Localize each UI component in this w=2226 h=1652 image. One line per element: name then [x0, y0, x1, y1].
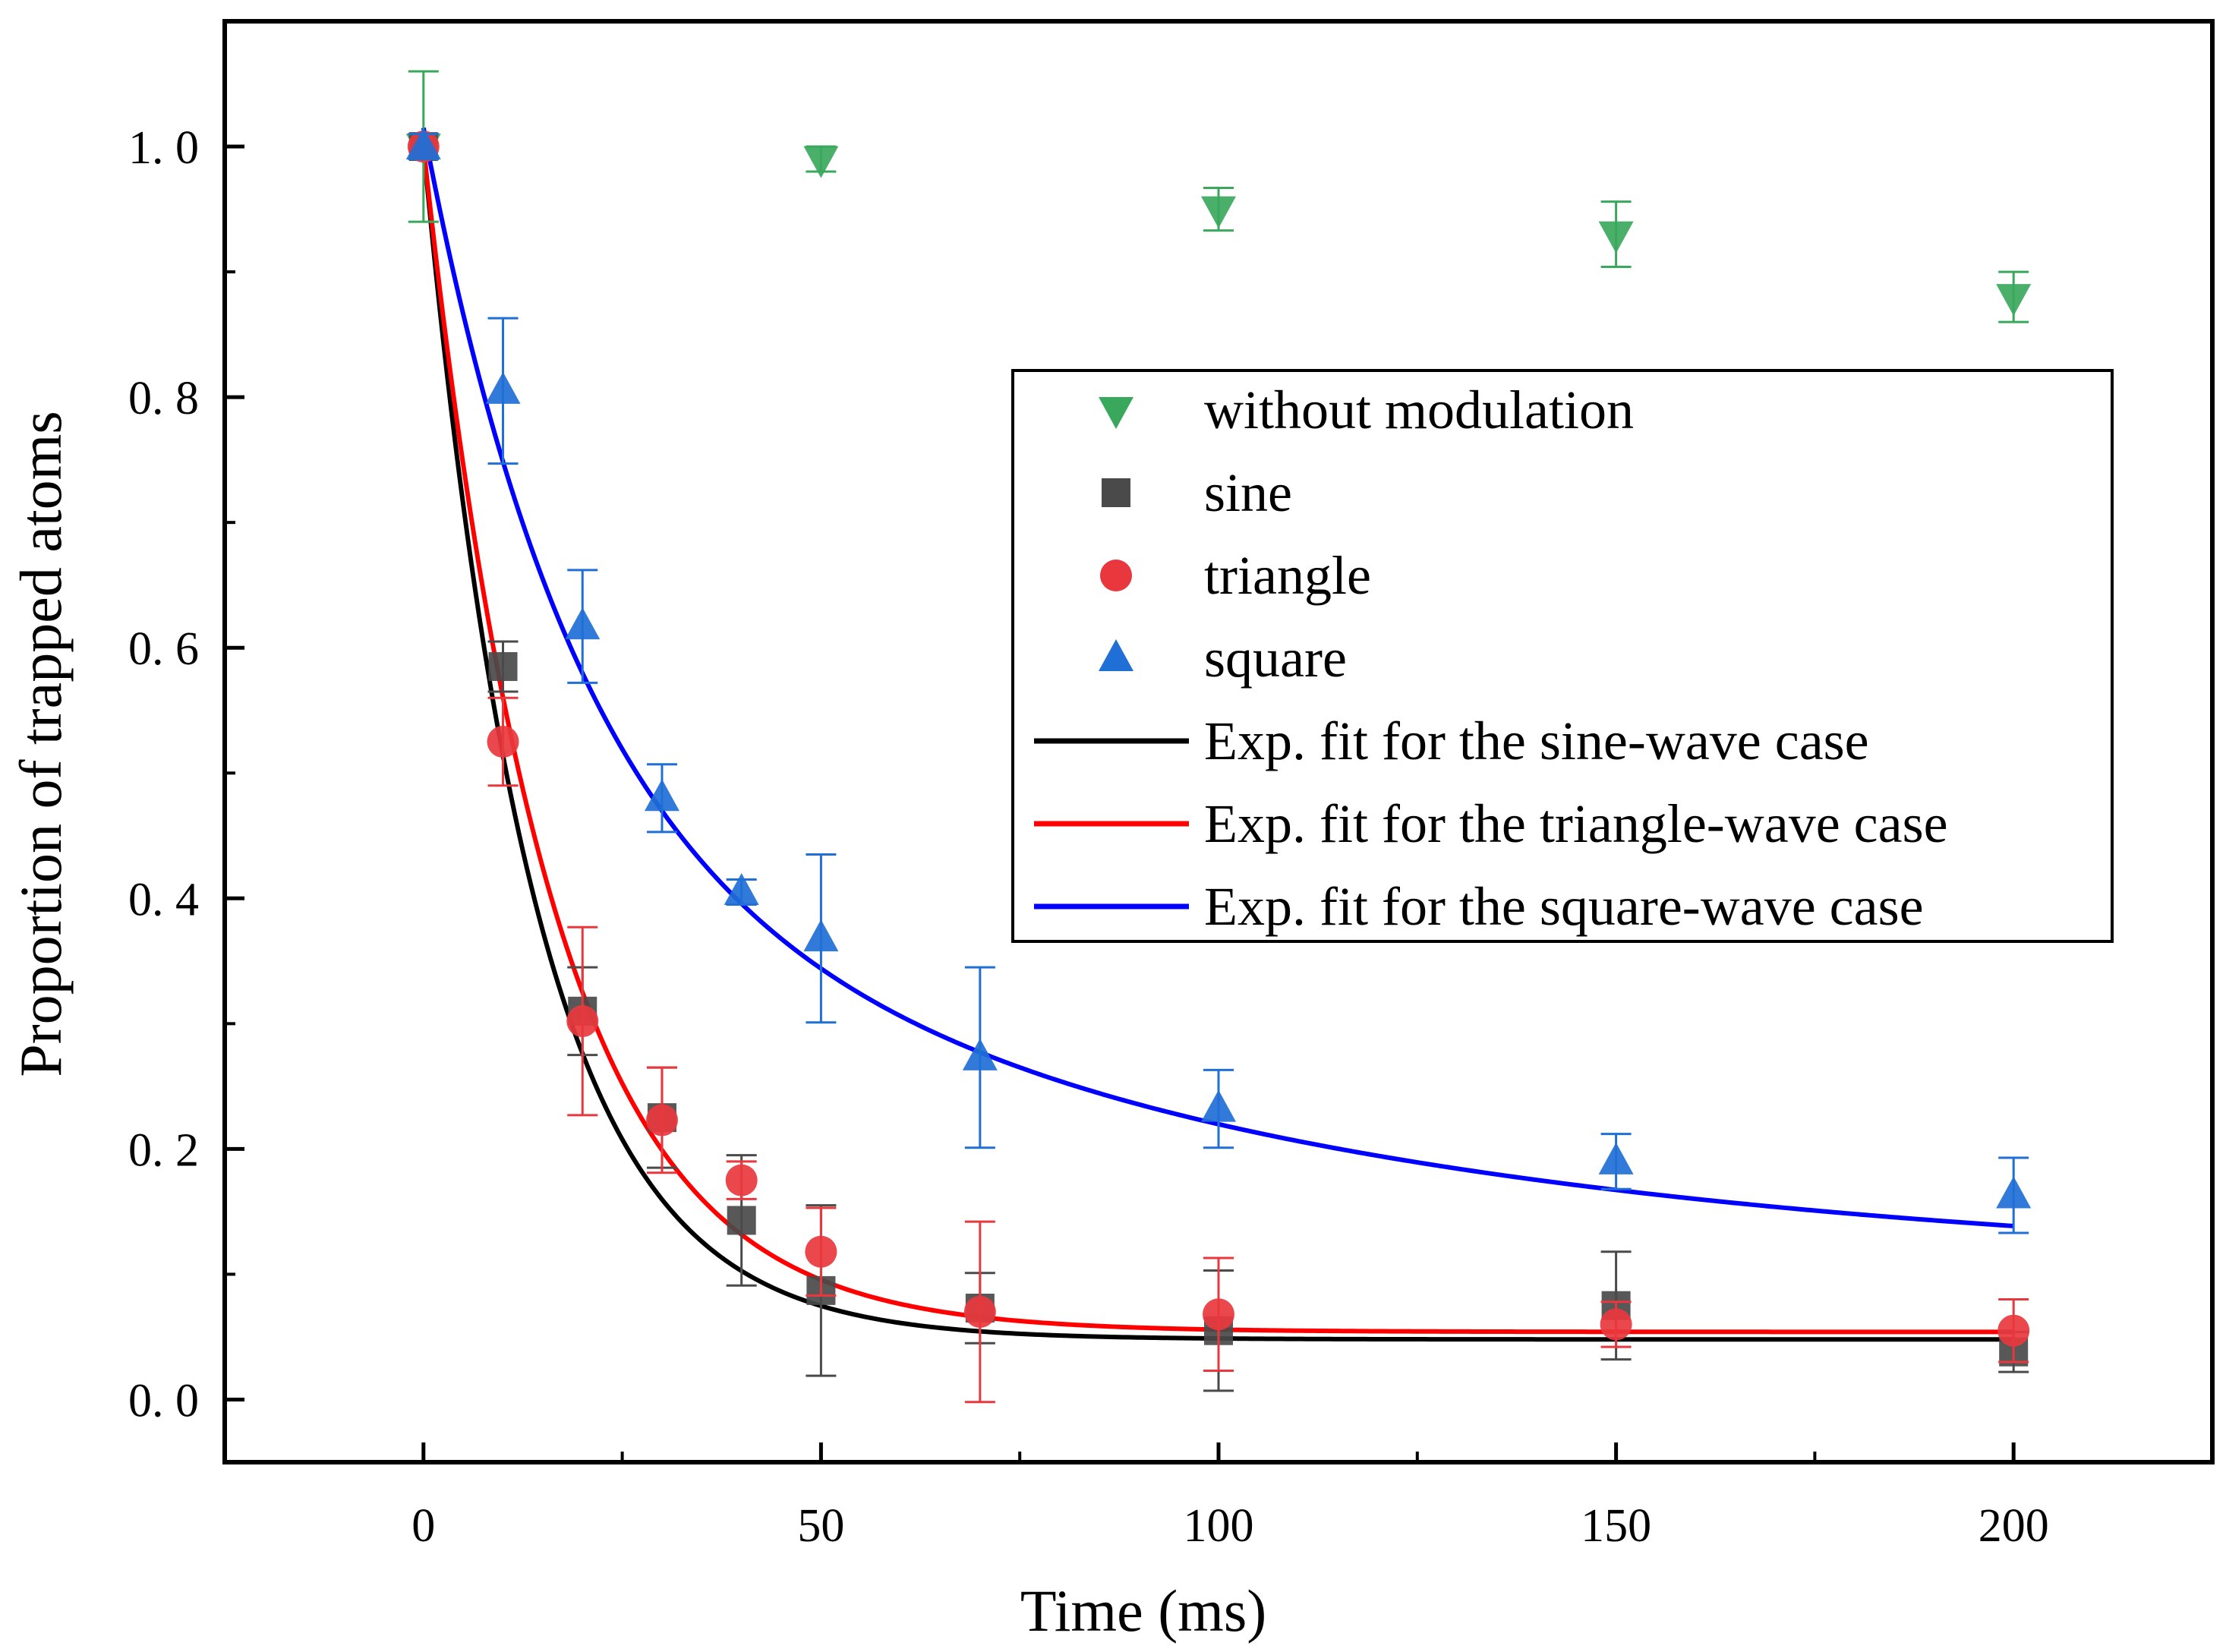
data-point	[727, 1206, 756, 1235]
data-point	[645, 1104, 678, 1137]
data-point	[1598, 1142, 1634, 1174]
data-point	[565, 607, 601, 640]
data-point	[1997, 1314, 2030, 1347]
legend-label: triangle	[1204, 545, 1371, 606]
data-points	[405, 70, 2032, 1404]
data-point	[487, 726, 519, 758]
x-tick-label: 150	[1581, 1500, 1651, 1552]
data-point	[1600, 1308, 1632, 1341]
axes: 0 50 100 150 200 0. 0 0. 2 0. 4 0. 6 0. 8 1. 0	[128, 19, 2215, 1552]
data-point	[1598, 221, 1634, 254]
y-tick-label: 0. 0	[128, 1375, 199, 1427]
data-point	[803, 919, 839, 952]
data-point	[1201, 1089, 1236, 1122]
data-point	[1996, 284, 2032, 317]
y-tick-label: 0. 2	[128, 1124, 199, 1176]
data-point	[803, 146, 839, 178]
legend-label: Exp. fit for the sine-wave case	[1204, 711, 1869, 771]
data-point	[962, 1038, 998, 1070]
legend-marker	[1099, 639, 1133, 671]
legend: without modulation sine triangle square Exp.…	[1011, 369, 2114, 943]
data-point	[1203, 1298, 1234, 1331]
x-tick-label: 200	[1978, 1500, 2049, 1552]
x-axis-label: Time (ms)	[1020, 1578, 1266, 1644]
y-tick-label: 0. 6	[128, 623, 199, 675]
data-point	[644, 779, 679, 812]
legend-label: without modulation	[1204, 380, 1634, 440]
data-point	[724, 873, 759, 906]
y-tick-label: 0. 4	[128, 874, 199, 925]
legend-label: Exp. fit for the square-wave case	[1204, 876, 1924, 937]
data-point	[1996, 1176, 2032, 1209]
y-axis-label: Proportion of trapped atoms	[8, 411, 74, 1077]
legend-marker	[1102, 478, 1130, 507]
y-tick-label: 0. 8	[128, 373, 199, 424]
legend-marker	[1099, 397, 1133, 429]
data-point	[805, 1235, 837, 1268]
x-tick-label: 0	[411, 1500, 435, 1552]
legend-label: sine	[1204, 462, 1292, 523]
data-point	[485, 371, 521, 404]
legend-box	[1011, 369, 2114, 943]
legend-marker	[1100, 560, 1132, 591]
data-point	[566, 1005, 599, 1038]
x-tick-label: 100	[1184, 1500, 1254, 1552]
y-tick-label: 1. 0	[128, 122, 199, 174]
data-point	[963, 1295, 996, 1328]
legend-label: square	[1204, 628, 1347, 689]
data-point	[405, 128, 441, 160]
legend-label: Exp. fit for the triangle-wave case	[1204, 793, 1948, 854]
x-tick-label: 50	[797, 1500, 844, 1552]
data-point	[488, 651, 518, 681]
data-point	[725, 1164, 758, 1196]
data-point	[1201, 196, 1236, 229]
